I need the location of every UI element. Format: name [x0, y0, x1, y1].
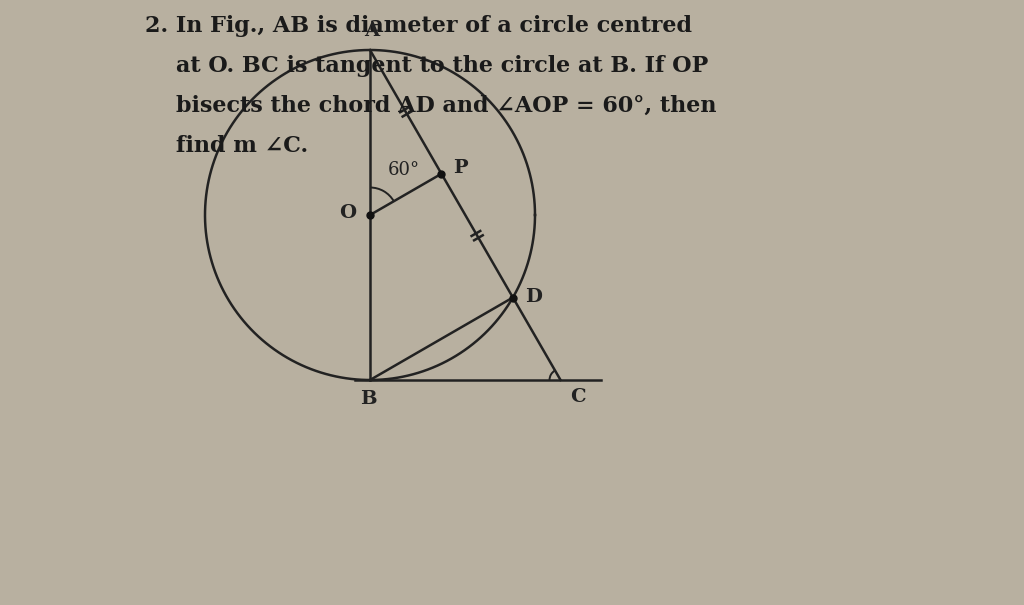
Text: P: P: [454, 159, 468, 177]
Text: 60°: 60°: [388, 160, 420, 178]
Text: B: B: [359, 390, 376, 408]
Text: find m ∠C.: find m ∠C.: [145, 135, 308, 157]
Text: A: A: [365, 22, 380, 40]
Text: C: C: [570, 388, 586, 406]
Text: bisects the chord AD and ∠AOP = 60°, then: bisects the chord AD and ∠AOP = 60°, the…: [145, 95, 717, 117]
Text: O: O: [339, 204, 356, 222]
Text: at O. BC is tangent to the circle at B. If OP: at O. BC is tangent to the circle at B. …: [145, 55, 709, 77]
Text: D: D: [525, 289, 542, 307]
Text: 2. In Fig., AB is diameter of a circle centred: 2. In Fig., AB is diameter of a circle c…: [145, 15, 692, 37]
